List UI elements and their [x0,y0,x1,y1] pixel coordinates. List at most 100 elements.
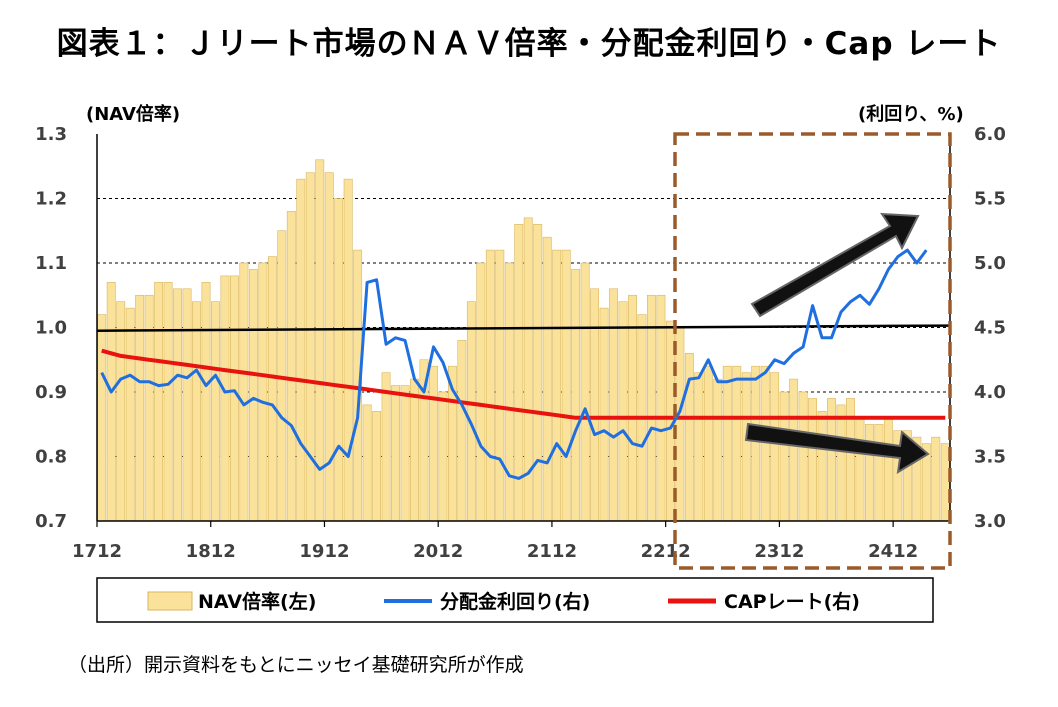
nav-bar [864,423,874,522]
nav-bar [703,365,713,522]
right-tick-label: 5.5 [974,189,1006,210]
legend-label-nav: NAV倍率(左) [198,590,316,613]
nav-bar [173,288,183,522]
nav-bar [381,372,391,522]
nav-bar [220,275,230,522]
legend: NAV倍率(左) 分配金利回り(右) CAPレート(右) [96,577,934,623]
left-tick-label: 1.3 [35,124,67,145]
nav-bar [296,178,306,522]
nav-bar [656,294,666,522]
x-tick-label: 2312 [754,541,804,562]
nav-bar [770,372,780,522]
right-axis-title: (利回り、%) [858,103,964,125]
nav-bar [552,249,562,522]
legend-label-cap: CAPレート(右) [724,590,860,613]
nav-bar [362,404,372,522]
nav-bar [931,436,941,522]
left-tick-label: 1.0 [35,318,67,339]
nav-bar [940,443,950,522]
nav-bar [713,378,723,522]
x-axis-ticks: 1712 1812 1912 2012 2112 2212 2312 2412 [72,521,918,562]
nav-bar [779,391,789,522]
nav-bar [647,294,656,522]
nav-bar [675,327,685,522]
nav-bar [286,211,296,522]
nav-bar [751,365,761,522]
nav-bar [343,178,353,522]
down-arrow-icon [744,422,930,474]
right-tick-label: 6.0 [974,124,1006,145]
dividend-yield-line [100,248,928,480]
right-tick-label: 5.0 [974,253,1006,274]
x-tick-label: 1712 [72,541,122,562]
nav-bar [542,236,552,522]
nav-bar [372,411,382,522]
highlight-box [673,132,952,570]
nav-bar [391,385,400,522]
nav-bar [789,378,799,522]
nav-bar [182,288,192,522]
x-tick-label: 1912 [299,541,349,562]
right-tick-label: 4.5 [974,318,1006,339]
legend-swatch-nav [147,591,193,611]
nav-bar [305,172,315,522]
nav-bar [609,288,618,522]
nav-bar [457,340,467,522]
source-note: （出所）開示資料をもとにニッセイ基礎研究所が作成 [68,654,524,676]
nav-bar [144,294,154,522]
nav-bar [883,417,893,522]
nav-bar [580,262,590,522]
nav-bar [410,378,419,522]
nav-bar [590,288,600,522]
nav-bars [97,159,950,522]
nav-bar [732,365,742,522]
nav-bar [760,365,770,522]
right-tick-label: 3.0 [974,511,1006,532]
nav-bar [267,256,277,522]
nav-bar [798,391,808,522]
nav-bar [116,301,126,522]
nav-bar [741,372,751,522]
nav-bar [874,423,884,522]
nav-bar [618,301,628,522]
chart-title: 図表１：Ｊリート市場のＮＡＶ倍率・分配金利回り・Cap レート [56,26,1002,62]
nav-bar [836,404,846,522]
nav-bar [192,301,201,522]
nav-bar [561,249,571,522]
left-axis-title: (NAV倍率) [86,103,180,125]
left-tick-label: 0.9 [35,382,67,403]
nav-bar [599,307,609,522]
right-axis-ticks: 3.0 3.5 4.0 4.5 5.0 5.5 6.0 [974,124,1006,532]
right-tick-label: 3.5 [974,447,1006,468]
nav-bar [429,365,438,522]
nav-bar [163,282,173,522]
nav-bar [722,365,732,522]
nav-bar [324,172,334,522]
nav-bar [135,294,145,522]
nav-bar [97,314,107,522]
nav-bar [466,301,476,522]
nav-bar [125,307,135,522]
nav-bar [628,294,637,522]
nav-bar [485,249,495,522]
nav-bar [571,269,581,522]
up-arrow-icon [750,212,920,318]
nav-bar [229,275,239,522]
x-tick-label: 1812 [186,541,236,562]
left-axis-ticks: 0.7 0.8 0.9 1.0 1.1 1.2 1.3 [35,124,67,532]
cap-rate-line [101,348,946,420]
nav-bar [400,385,410,522]
nav-bar [334,198,344,522]
x-tick-label: 2012 [413,541,463,562]
x-tick-label: 2212 [641,541,691,562]
nav-bar [504,262,514,522]
nav-bar [248,269,258,522]
nav-bar [201,282,211,522]
nav-bar [239,262,249,522]
nav-bar [438,391,448,522]
nav-bar [694,372,704,522]
left-tick-label: 1.1 [35,253,67,274]
nav-bar [258,262,268,522]
nav-bar [495,249,505,522]
